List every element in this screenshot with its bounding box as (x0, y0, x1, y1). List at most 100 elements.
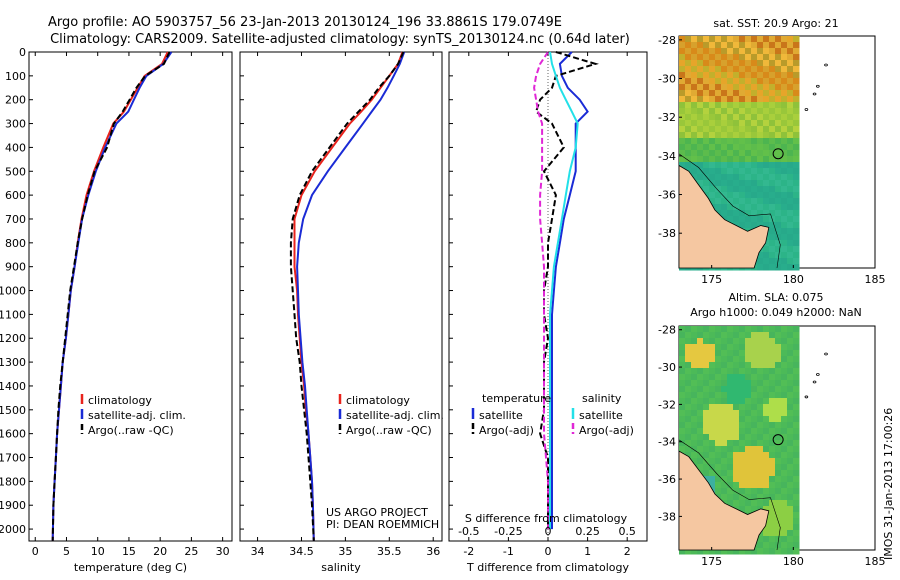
island (824, 63, 828, 67)
title-line-1: Argo profile: AO 5903757_56 23-Jan-2013 … (48, 15, 562, 30)
y-tick-label: 300 (5, 118, 26, 131)
temperature-profile: 0 5 10 15 20 25 30 temperature (deg C) 0 100 200 30… (0, 46, 233, 574)
y-tick-label: 800 (5, 237, 26, 250)
y-tick-label: -28 (658, 34, 676, 47)
legend-label: Argo(..raw -QC) (346, 424, 432, 437)
float-position-marker (772, 434, 784, 446)
x-tick-label: 185 (865, 555, 886, 568)
y-tick-label: 1700 (0, 452, 26, 465)
y-tick-label: -36 (658, 473, 676, 486)
top-axis-label: S difference from climatology (465, 512, 628, 525)
y-tick-label: -38 (658, 227, 676, 240)
x-tick-label: 1 (584, 545, 591, 558)
y-tick-label: 100 (5, 70, 26, 83)
x-tick-label: 25 (184, 545, 198, 558)
x-axis-label: salinity (321, 561, 361, 574)
top-tick-label: -0.25 (494, 525, 522, 538)
x-tick-label: 34 (251, 545, 265, 558)
x-tick-label: -1 (503, 545, 514, 558)
y-tick-label: 1200 (0, 332, 26, 345)
y-tick-label: 1400 (0, 380, 26, 393)
y-tick-label: -32 (658, 398, 676, 411)
island (804, 395, 809, 399)
y-tick-label: 200 (5, 94, 26, 107)
y-tick-label: -32 (658, 111, 676, 124)
x-tick-label: 30 (216, 545, 230, 558)
y-tick-label: 1300 (0, 356, 26, 369)
map-title: Altim. SLA: 0.075 (728, 291, 823, 304)
float-position-marker (772, 148, 784, 160)
y-tick-label: 700 (5, 213, 26, 226)
y-tick-label: -30 (658, 361, 676, 374)
temperature-profile-frame (28, 51, 233, 542)
legend-label: Argo(-adj) (479, 424, 534, 437)
difference-profile: -2 -1 0 1 2 T difference from climatology -0.5… (448, 51, 648, 574)
depth-contour (678, 439, 781, 551)
x-tick-label: 175 (701, 273, 722, 286)
x-tick-label: 185 (865, 273, 886, 286)
sst-map: 175 180 185 -28 -30 -32 -34 -36 -38 sat. SST: 20.… (658, 17, 885, 286)
y-tick-label: 1800 (0, 475, 26, 488)
legend-label: climatology (88, 394, 152, 407)
y-tick-label: 1100 (0, 308, 26, 321)
legend-label: climatology (346, 394, 410, 407)
x-tick-label: 0 (545, 545, 552, 558)
island (816, 84, 820, 88)
x-tick-label: 15 (122, 545, 136, 558)
y-tick-label: 2000 (0, 523, 26, 536)
legend-header: salinity (582, 392, 622, 405)
legend-label: Argo(..raw -QC) (88, 424, 174, 437)
legend-label: satellite-adj. clim. (88, 409, 186, 422)
x-tick-label: 35 (338, 545, 352, 558)
island (816, 373, 820, 376)
annotation-line: US ARGO PROJECT (326, 506, 428, 519)
x-tick-label: 36 (426, 545, 440, 558)
y-tick-label: -28 (658, 324, 676, 337)
x-tick-label: 34.5 (289, 545, 314, 558)
y-tick-label: -34 (658, 436, 676, 449)
island (804, 108, 809, 111)
island (812, 380, 817, 384)
series-temperature-argo-adj- (534, 51, 599, 530)
y-tick-label: 1600 (0, 428, 26, 441)
y-tick-label: 1900 (0, 499, 26, 512)
x-tick-label: 180 (783, 555, 804, 568)
series-salinity-argo-adj- (533, 51, 549, 530)
y-tick-label: 1500 (0, 404, 26, 417)
top-tick-label: 0.5 (618, 525, 636, 538)
x-tick-label: 0 (32, 545, 39, 558)
series-temperature-satellite (551, 51, 589, 530)
x-tick-label: 35.5 (377, 545, 402, 558)
series-argo-raw-qc- (289, 51, 405, 542)
series-satellite-adj-clim- (296, 51, 406, 542)
annotation-line: PI: DEAN ROEMMICH (326, 518, 439, 531)
x-tick-label: 180 (783, 273, 804, 286)
y-tick-label: 1000 (0, 285, 26, 298)
salinity-profile: 34 34.5 35 35.5 36 salinity climatology satelli… (239, 51, 444, 574)
legend-label: satellite (479, 409, 523, 422)
legend-label: satellite-adj. clim. (346, 409, 444, 422)
x-axis-label: T difference from climatology (466, 561, 629, 574)
map-title: Argo h1000: 0.049 h2000: NaN (690, 306, 862, 319)
x-axis-label: temperature (deg C) (74, 561, 187, 574)
x-tick-label: 2 (624, 545, 631, 558)
island (812, 92, 817, 96)
top-tick-label: 0 (545, 525, 552, 538)
series-argo-raw-qc- (51, 51, 171, 542)
depth-contour (678, 153, 781, 269)
y-tick-label: 600 (5, 189, 26, 202)
land-mass (678, 450, 770, 551)
footer-timestamp: IMOS 31-Jan-2013 17:00:26 (882, 407, 895, 560)
x-tick-label: 10 (91, 545, 105, 558)
title-line-2: Climatology: CARS2009. Satellite-adjuste… (50, 32, 630, 47)
y-tick-label: 500 (5, 165, 26, 178)
y-tick-label: 900 (5, 261, 26, 274)
salinity-profile-frame (239, 51, 443, 542)
y-tick-label: 0 (19, 46, 26, 59)
y-tick-label: -30 (658, 73, 676, 86)
y-tick-label: -34 (658, 150, 676, 163)
top-tick-label: -0.5 (458, 525, 479, 538)
x-tick-label: -2 (463, 545, 474, 558)
legend-label: Argo(-adj) (579, 424, 634, 437)
